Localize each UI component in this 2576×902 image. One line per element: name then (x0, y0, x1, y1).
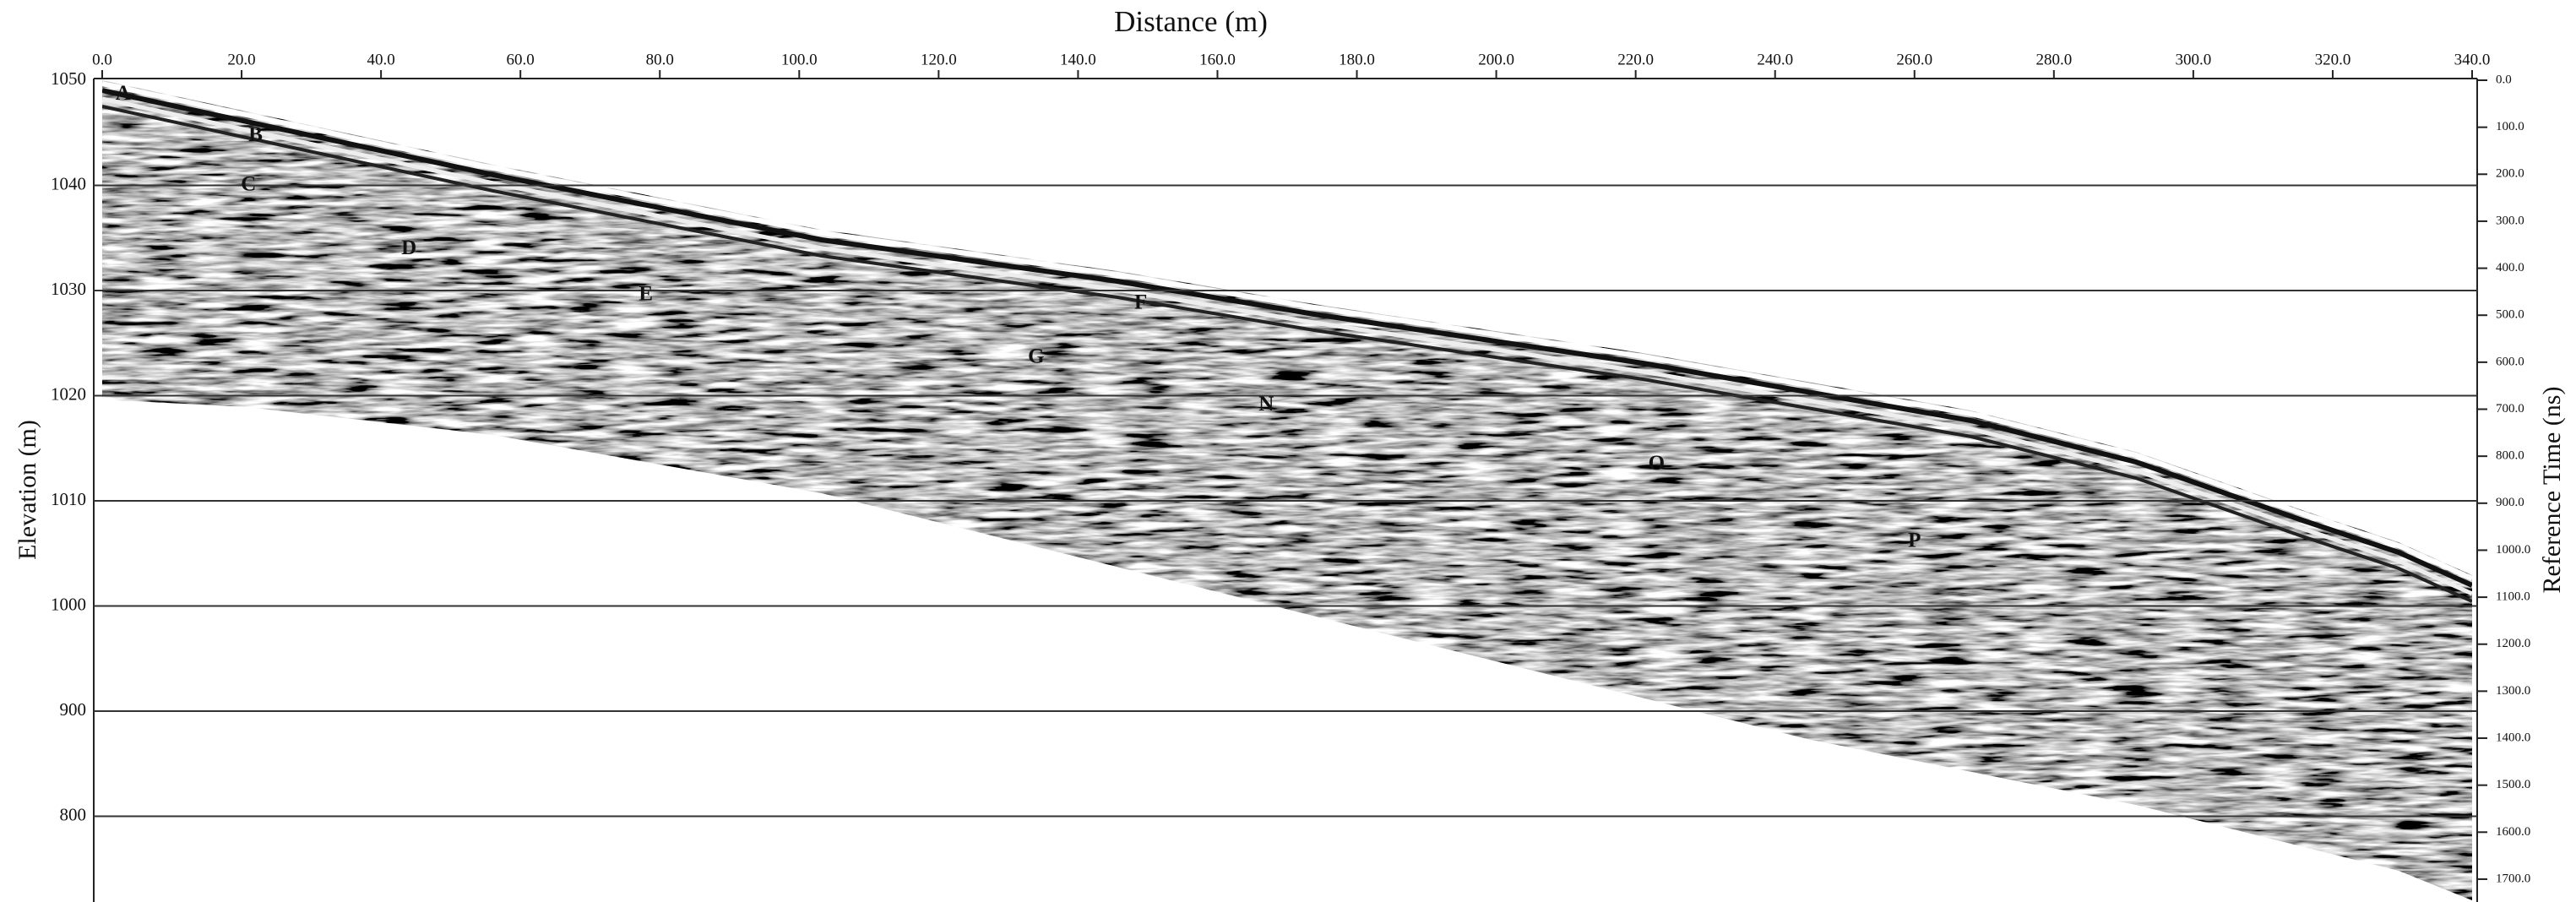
y2-axis-label: Reference Time (ns) (2538, 387, 2566, 594)
surface-band (102, 105, 2472, 603)
y2-tick-label: 300.0 (2496, 214, 2524, 227)
chart-title: Distance (m) (1114, 5, 1268, 38)
y2-tick-label: 600.0 (2496, 355, 2524, 368)
x-tick-label: 140.0 (1060, 51, 1096, 68)
radargram (102, 80, 2472, 900)
y-tick-label: 1010 (51, 489, 86, 509)
x-tick-label: 200.0 (1478, 51, 1514, 68)
y2-tick-label: 1600.0 (2496, 825, 2530, 839)
annotation: N (1258, 393, 1274, 416)
y2-tick-label: 800.0 (2496, 449, 2524, 463)
y2-tick-label: 1700.0 (2496, 872, 2530, 885)
y2-tick-label: 200.0 (2496, 167, 2524, 181)
x-tick-label: 60.0 (507, 51, 535, 68)
x-tick-label: 0.0 (92, 51, 112, 68)
y-tick-label: 1030 (51, 279, 86, 299)
annotation: F (1134, 291, 1147, 314)
annotation: P (1908, 530, 1921, 552)
y2-tick-label: 0.0 (2496, 73, 2512, 86)
x-tick-label: 300.0 (2176, 51, 2212, 68)
y-tick-label: 1020 (51, 383, 86, 404)
y2-tick-label: 900.0 (2496, 496, 2524, 509)
y-tick-label: 900 (60, 699, 87, 720)
annotation: D (401, 236, 416, 259)
x-tick-label: 80.0 (646, 51, 674, 68)
y2-tick-label: 1500.0 (2496, 778, 2530, 791)
annotation: E (639, 283, 653, 306)
y2-tick-label: 1300.0 (2496, 684, 2530, 698)
y-tick-label: 800 (60, 804, 87, 824)
y2-tick-label: 400.0 (2496, 261, 2524, 274)
x-tick-label: 20.0 (227, 51, 255, 68)
y2-tick-label: 100.0 (2496, 120, 2524, 133)
surface-band (102, 96, 2472, 596)
y-tick-label: 1040 (51, 173, 86, 193)
x-tick-label: 220.0 (1617, 51, 1654, 68)
x-tick-label: 320.0 (2315, 51, 2351, 68)
y2-tick-label: 500.0 (2496, 308, 2524, 322)
y2-tick-label: 1000.0 (2496, 543, 2530, 557)
annotation: A (116, 82, 131, 105)
y2-tick-label: 1200.0 (2496, 637, 2530, 650)
x-tick-label: 160.0 (1199, 51, 1236, 68)
annotation: O (1649, 452, 1665, 475)
surface-band (102, 88, 2472, 588)
x-tick-label: 120.0 (921, 51, 957, 68)
y2-tick-label: 700.0 (2496, 402, 2524, 416)
x-tick-label: 100.0 (781, 51, 818, 68)
annotation: B (248, 123, 263, 146)
y2-tick-label: 1400.0 (2496, 731, 2530, 744)
x-tick-label: 180.0 (1339, 51, 1375, 68)
surface-band (102, 81, 2472, 581)
x-tick-label: 340.0 (2454, 51, 2491, 68)
y2-tick-label: 1100.0 (2496, 590, 2530, 604)
x-tick-label: 280.0 (2035, 51, 2072, 68)
x-tick-label: 260.0 (1896, 51, 1932, 68)
x-tick-label: 240.0 (1757, 51, 1793, 68)
reflection-texture (102, 80, 2472, 900)
y-axis-label: Elevation (m) (14, 420, 41, 560)
y-tick-label: 1050 (51, 68, 86, 89)
annotation: C (241, 172, 256, 195)
x-tick-label: 40.0 (367, 51, 394, 68)
y-tick-label: 1000 (51, 594, 86, 614)
annotation: G (1028, 345, 1044, 368)
